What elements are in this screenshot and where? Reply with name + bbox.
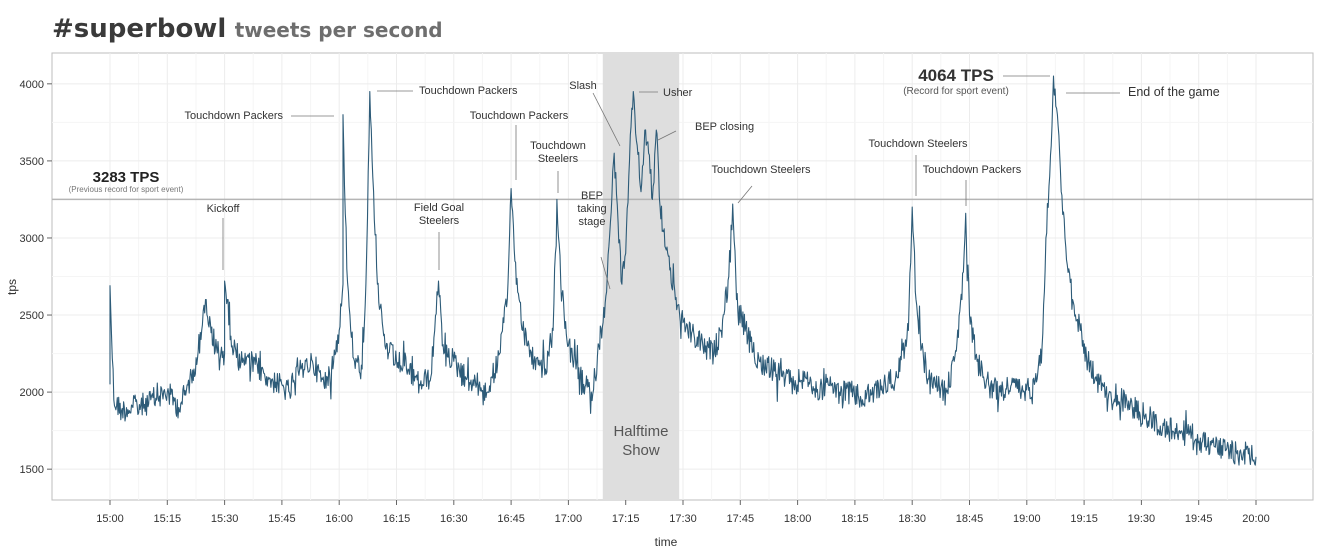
x-tick-label-10: 17:30 bbox=[669, 513, 697, 525]
annotation-7: Slash bbox=[569, 80, 621, 147]
annotation-text-2-0: Touchdown Packers bbox=[419, 85, 518, 97]
previous-record-sublabel: (Previous record for sport event) bbox=[69, 185, 184, 194]
halftime-label-line2: Show bbox=[622, 442, 660, 459]
x-axis-ticks: 15:00 15:15 15:30 15:45 16:00 16:15 16:30 16:45… bbox=[96, 500, 1270, 525]
annotation-11: Touchdown Steelers bbox=[868, 138, 968, 196]
annotation-text-6-1: taking bbox=[577, 203, 606, 215]
x-axis-label: time bbox=[655, 535, 678, 549]
annotation-1: Touchdown Packers bbox=[185, 110, 334, 122]
annotation-text-12-0: Touchdown Packers bbox=[923, 164, 1022, 176]
x-tick-label-12: 18:00 bbox=[784, 513, 812, 525]
x-tick-label-3: 15:45 bbox=[268, 513, 296, 525]
x-tick-label-17: 19:15 bbox=[1070, 513, 1098, 525]
annotation-text-6-2: stage bbox=[579, 216, 606, 228]
annotation-13: End of the game bbox=[1066, 85, 1220, 99]
y-axis-label: tps bbox=[5, 279, 19, 295]
x-tick-label-0: 15:00 bbox=[96, 513, 124, 525]
previous-record-label: 3283 TPS bbox=[93, 169, 160, 186]
x-tick-label-6: 16:30 bbox=[440, 513, 468, 525]
annotation-text-3-1: Steelers bbox=[419, 215, 460, 227]
y-tick-label-4: 3500 bbox=[20, 156, 44, 168]
x-tick-label-16: 19:00 bbox=[1013, 513, 1041, 525]
x-tick-label-7: 16:45 bbox=[497, 513, 525, 525]
y-tick-label-3: 3000 bbox=[20, 233, 44, 245]
x-tick-label-15: 18:45 bbox=[956, 513, 984, 525]
annotation-text-7-0: Slash bbox=[569, 80, 597, 92]
annotation-9: BEP closing bbox=[657, 121, 754, 141]
x-tick-label-8: 17:00 bbox=[555, 513, 583, 525]
x-tick-label-20: 20:00 bbox=[1242, 513, 1270, 525]
record-label: 4064 TPS bbox=[918, 66, 994, 85]
halftime-band bbox=[602, 53, 680, 500]
annotation-0: Kickoff bbox=[207, 203, 241, 270]
x-tick-label-5: 16:15 bbox=[383, 513, 411, 525]
y-tick-label-5: 4000 bbox=[20, 79, 44, 91]
y-tick-label-1: 2000 bbox=[20, 387, 44, 399]
chart-title: #superbowl bbox=[52, 14, 227, 44]
annotation-12: Touchdown Packers bbox=[923, 164, 1022, 206]
annotation-leader-6 bbox=[600, 256, 611, 290]
halftime-label-line1: Halftime bbox=[613, 423, 668, 440]
x-tick-label-2: 15:30 bbox=[211, 513, 239, 525]
y-axis-ticks: 1500 2000 2500 3000 3500 4000 bbox=[20, 79, 52, 476]
annotation-text-10-0: Touchdown Steelers bbox=[711, 164, 811, 176]
x-tick-label-18: 19:30 bbox=[1128, 513, 1156, 525]
x-tick-label-19: 19:45 bbox=[1185, 513, 1213, 525]
annotation-text-9-0: BEP closing bbox=[695, 121, 754, 133]
annotation-text-5-0: Touchdown bbox=[530, 140, 586, 152]
annotation-2: Touchdown Packers bbox=[377, 85, 518, 97]
annotation-text-3-0: Field Goal bbox=[414, 202, 464, 214]
annotation-text-4-0: Touchdown Packers bbox=[470, 110, 569, 122]
annotation-text-13-0: End of the game bbox=[1128, 85, 1220, 99]
annotation-text-0-0: Kickoff bbox=[207, 203, 241, 215]
series-line bbox=[109, 75, 1257, 466]
x-tick-label-4: 16:00 bbox=[325, 513, 353, 525]
annotation-text-6-0: BEP bbox=[581, 190, 603, 202]
annotation-leader-10 bbox=[737, 185, 753, 204]
annotation-text-8-0: Usher bbox=[663, 87, 693, 99]
annotation-leader-9 bbox=[657, 130, 677, 141]
chart-title-row: #superbowl tweets per second bbox=[52, 14, 443, 44]
chart-subtitle: tweets per second bbox=[234, 18, 443, 42]
annotation-8: Usher bbox=[639, 87, 693, 99]
y-tick-label-2: 2500 bbox=[20, 310, 44, 322]
annotation-leader-7 bbox=[592, 92, 621, 147]
x-tick-label-11: 17:45 bbox=[727, 513, 755, 525]
x-tick-label-13: 18:15 bbox=[841, 513, 869, 525]
record-sublabel: (Record for sport event) bbox=[903, 86, 1009, 97]
x-tick-label-1: 15:15 bbox=[154, 513, 182, 525]
y-tick-label-0: 1500 bbox=[20, 464, 44, 476]
x-tick-label-14: 18:30 bbox=[898, 513, 926, 525]
annotation-10: Touchdown Steelers bbox=[711, 164, 811, 204]
x-tick-label-9: 17:15 bbox=[612, 513, 640, 525]
annotations: Kickoff Touchdown Packers Touchdown Packer… bbox=[185, 80, 1220, 290]
annotation-4: Touchdown Packers bbox=[470, 110, 569, 180]
annotation-text-11-0: Touchdown Steelers bbox=[868, 138, 968, 150]
annotation-text-1-0: Touchdown Packers bbox=[185, 110, 284, 122]
grid-lines bbox=[52, 53, 1313, 500]
annotation-text-5-1: Steelers bbox=[538, 153, 579, 165]
